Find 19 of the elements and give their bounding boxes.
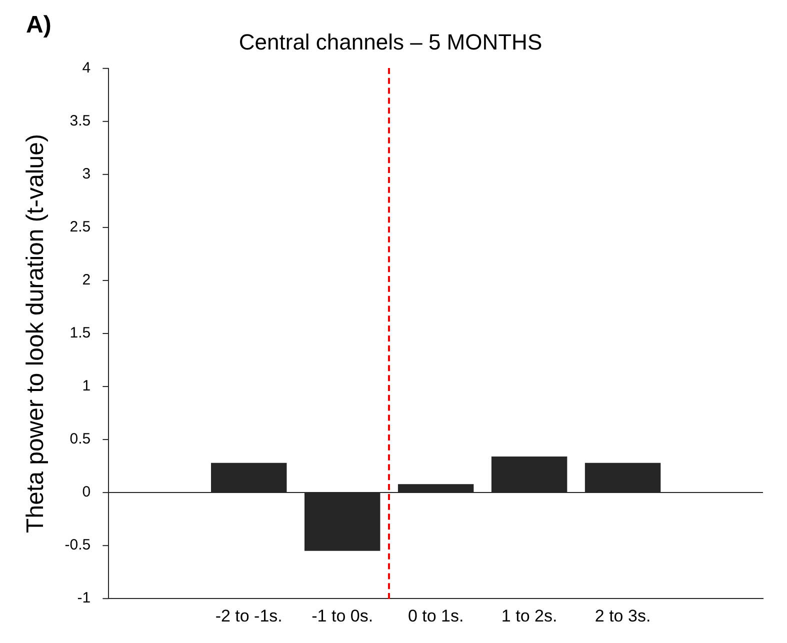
y-tick-label: 1 xyxy=(82,378,91,395)
y-tick-label: 2 xyxy=(82,272,91,289)
x-tick-label: -1 to 0s. xyxy=(312,606,374,626)
y-tick-label: 3 xyxy=(82,166,91,183)
x-tick-label: 0 to 1s. xyxy=(408,606,464,626)
y-tick-label: -0.5 xyxy=(64,536,91,554)
chart-title: Central channels – 5 MONTHS xyxy=(238,29,542,54)
text: A) xyxy=(26,12,52,39)
x-tick-label: -2 to -1s. xyxy=(215,606,282,626)
y-tick-label: 0 xyxy=(82,484,91,501)
y-tick-label: 4 xyxy=(82,60,91,77)
y-tick-label: 3.5 xyxy=(70,112,91,130)
x-tick-label: 1 to 2s. xyxy=(501,606,558,626)
y-tick-label: 1.5 xyxy=(70,324,91,342)
y-axis-title: Theta power to look duration (t-value) xyxy=(22,134,50,533)
x-tick-label: 2 to 3s. xyxy=(594,606,651,626)
y-tick-label: -1 xyxy=(77,590,91,607)
y-tick-label: 0.5 xyxy=(70,430,91,448)
y-tick-label: 2.5 xyxy=(70,218,91,236)
